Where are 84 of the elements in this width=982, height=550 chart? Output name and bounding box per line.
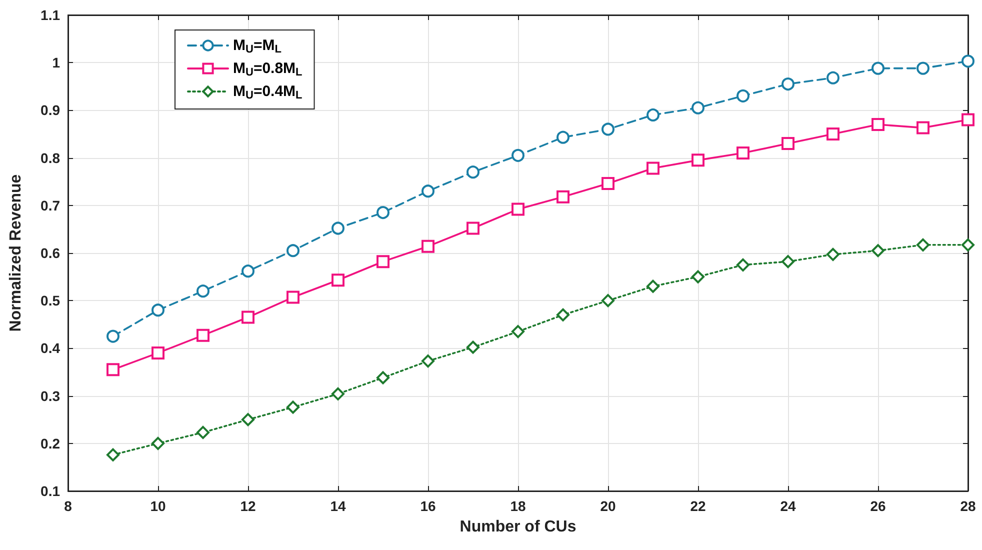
y-tick-label: 0.8 [40,150,60,166]
point [556,308,570,322]
x-tick-label: 8 [64,498,72,514]
y-tick-label: 0.7 [40,197,60,214]
point [782,137,794,150]
point [736,89,750,102]
point [602,294,614,308]
y-tick-label: 1 [52,54,60,71]
point [962,54,974,68]
point [152,436,164,450]
point [242,310,254,324]
point [152,304,164,317]
point [286,290,300,304]
point [782,255,794,268]
point [512,202,524,216]
point [872,118,884,131]
point [376,371,390,384]
y-tick-label: 0.9 [40,102,60,118]
x-tick-label: 24 [780,498,796,514]
point [106,330,120,343]
point [736,258,750,272]
y-tick-label: 0.5 [40,292,60,309]
point [512,325,524,338]
point [512,148,524,162]
x-tick-label: 26 [870,498,886,514]
x-tick-label: 20 [600,498,616,514]
point [422,240,434,253]
point [646,162,660,175]
point [826,71,840,84]
point [736,146,750,160]
point [872,244,884,258]
y-tick-label: 0.1 [40,483,60,499]
point [286,400,300,414]
point [962,238,974,252]
y-tick-label: 0.2 [40,435,60,452]
point [916,238,930,252]
point [872,62,884,75]
y-tick-label: 1.1 [40,7,60,23]
x-tick-label: 16 [420,498,436,514]
x-tick-label: 22 [690,498,706,514]
point [196,426,210,439]
point [692,270,704,284]
point [646,280,660,293]
point [466,340,480,354]
x-axis-title: Number of CUs [460,518,576,536]
point [692,101,704,114]
point [646,108,660,122]
point [422,354,434,368]
point [466,166,480,179]
point [782,78,794,91]
point [826,128,840,140]
point [916,62,930,75]
y-tick-label: 0.3 [40,388,60,404]
point [196,284,210,298]
point [602,177,614,190]
x-tick-label: 18 [510,498,526,514]
x-tick-label: 28 [960,498,976,514]
x-tick-label: 14 [330,498,346,514]
point [332,222,344,235]
point [152,346,164,360]
point [196,328,210,342]
point [422,184,434,198]
point [332,387,344,400]
point [106,448,120,462]
y-axis-title: Normalized Revenue [8,174,24,332]
x-tick-label: 12 [240,498,256,514]
y-tick-label: 0.4 [40,340,60,356]
point [556,190,570,204]
point [242,264,254,278]
point [242,413,254,426]
point [376,255,390,268]
point [826,248,840,261]
point [602,122,614,136]
point [692,154,704,167]
point [916,121,930,134]
point [376,206,390,220]
point [106,363,120,376]
point [286,244,300,258]
x-tick-label: 10 [150,498,166,514]
point [332,274,344,287]
point [466,222,480,235]
point [556,130,570,144]
point [962,113,974,126]
y-tick-label: 0.6 [40,245,60,261]
